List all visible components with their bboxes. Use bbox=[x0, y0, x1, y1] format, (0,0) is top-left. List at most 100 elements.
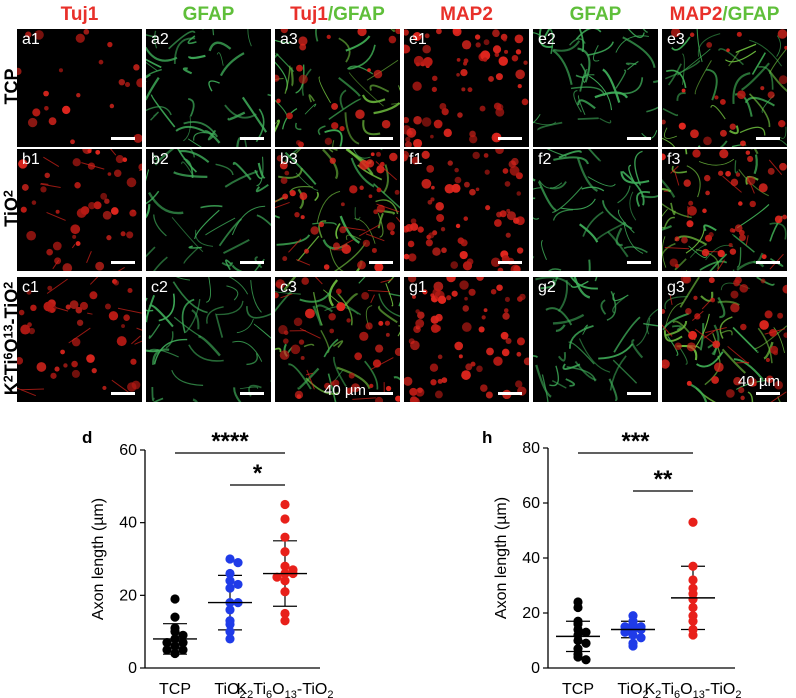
x-tick-label: K2Ti6O13-TiO2 bbox=[645, 681, 742, 698]
micrograph-e2: e2 bbox=[533, 29, 658, 147]
data-point bbox=[225, 568, 235, 579]
data-point bbox=[688, 630, 698, 640]
header-tuj1: Tuj1 bbox=[60, 4, 99, 25]
chart-d: 0 20 40 60 Axon length (µm) TCP TiO2K2Ti6O13-T… bbox=[90, 428, 334, 698]
micrograph-g2: g2 bbox=[533, 277, 658, 402]
scale-bar bbox=[240, 261, 264, 264]
micrograph-b3: b3 bbox=[275, 149, 400, 271]
stain-texture bbox=[404, 29, 529, 147]
data-point bbox=[233, 558, 243, 568]
data-point bbox=[178, 637, 188, 648]
panel-id-e2: e2 bbox=[538, 31, 556, 48]
scale-bar bbox=[756, 392, 780, 395]
scale-bar bbox=[498, 392, 522, 395]
panel-id-c3: c3 bbox=[280, 279, 297, 296]
stain-texture bbox=[146, 149, 271, 271]
stain-texture bbox=[533, 149, 658, 271]
micrograph-b2: b2 bbox=[146, 149, 271, 271]
scale-bar bbox=[369, 392, 393, 395]
micrograph-c1: c1 bbox=[17, 277, 142, 402]
panel-id-a2: a2 bbox=[151, 31, 169, 48]
header-tuj1-gfap: Tuj1/GFAP bbox=[290, 4, 385, 25]
significance-label: ** bbox=[654, 466, 673, 493]
scale-bar bbox=[369, 261, 393, 264]
data-point bbox=[573, 635, 583, 646]
data-point bbox=[688, 616, 698, 626]
panel-id-a1: a1 bbox=[22, 31, 40, 48]
stain-texture bbox=[17, 277, 142, 397]
data-point bbox=[628, 630, 638, 640]
data-point bbox=[225, 583, 235, 593]
micrograph-a2: a2 bbox=[146, 29, 271, 147]
data-point bbox=[225, 627, 235, 637]
data-point bbox=[280, 608, 290, 619]
stain-texture bbox=[146, 29, 271, 147]
data-point bbox=[573, 602, 583, 613]
scale-bar bbox=[240, 392, 264, 395]
panel-id-b3: b3 bbox=[280, 151, 298, 168]
x-tick-label: TiO2 bbox=[214, 681, 245, 698]
data-point bbox=[225, 619, 235, 629]
significance-label: *** bbox=[621, 428, 650, 455]
stain-texture bbox=[662, 29, 787, 147]
stain-texture bbox=[18, 149, 142, 271]
y-axis-label: Axon length (µm) bbox=[90, 498, 107, 620]
data-point bbox=[280, 499, 290, 510]
micrograph-g1: g1 bbox=[404, 277, 529, 402]
data-point bbox=[178, 630, 188, 640]
stain-texture bbox=[533, 277, 658, 402]
panel-id-b1: b1 bbox=[22, 151, 40, 168]
data-point bbox=[280, 587, 290, 597]
data-point bbox=[628, 641, 638, 651]
micrograph-f3: f3 bbox=[662, 149, 787, 271]
stain-texture bbox=[404, 277, 529, 402]
data-point bbox=[280, 532, 290, 542]
micrograph-f1: f1 bbox=[404, 149, 529, 271]
micrograph-a3: a3 bbox=[275, 29, 400, 147]
scale-bar bbox=[240, 137, 264, 140]
panel-id-f2: f2 bbox=[538, 151, 552, 168]
data-point bbox=[581, 655, 591, 665]
data-point bbox=[581, 627, 591, 637]
stain-texture bbox=[146, 277, 271, 402]
chart-h: 0 20 40 60 80 Axon length (µm) TCP TiO2K2Ti6O13… bbox=[493, 428, 742, 698]
scale-bar bbox=[111, 137, 135, 140]
data-point bbox=[688, 575, 698, 585]
panel-id-e3: e3 bbox=[667, 31, 685, 48]
scale-bar bbox=[369, 137, 393, 140]
panel-id-c2: c2 bbox=[151, 279, 168, 296]
data-point bbox=[573, 652, 583, 662]
stain-texture bbox=[275, 29, 400, 147]
x-tick-label: K2Ti6O13-TiO2 bbox=[237, 681, 334, 698]
y-tick-label: 80 bbox=[522, 440, 540, 457]
data-point bbox=[225, 634, 235, 644]
header-map2: MAP2 bbox=[440, 4, 493, 25]
panel-id-f3: f3 bbox=[667, 151, 681, 168]
micrograph-g3: g3 40 µm bbox=[662, 277, 787, 402]
data-point bbox=[225, 605, 235, 615]
scale-bar bbox=[111, 261, 135, 264]
data-point bbox=[162, 637, 172, 648]
data-point bbox=[688, 517, 698, 527]
scale-bar bbox=[627, 261, 651, 264]
y-tick-label: 40 bbox=[522, 550, 540, 567]
micrograph-f2: f2 bbox=[533, 149, 658, 271]
micrograph-e1: e1 bbox=[404, 29, 529, 147]
panel-letter-d: d bbox=[82, 428, 93, 447]
data-point bbox=[688, 561, 698, 571]
stain-texture bbox=[404, 149, 525, 271]
panel-id-g1: g1 bbox=[409, 279, 427, 296]
data-point bbox=[280, 547, 290, 557]
y-tick-label: 20 bbox=[522, 605, 540, 622]
scale-bar bbox=[756, 261, 780, 264]
y-tick-label: 0 bbox=[531, 660, 540, 677]
data-point bbox=[170, 612, 180, 622]
micrograph-c2: c2 bbox=[146, 277, 271, 402]
data-point bbox=[170, 594, 180, 604]
header-gfap-a: GFAP bbox=[182, 4, 235, 25]
micrograph-b1: b1 bbox=[17, 149, 142, 271]
panel-id-e1: e1 bbox=[409, 31, 427, 48]
x-tick-label: TCP bbox=[562, 681, 594, 698]
micrograph-a1: a1 bbox=[17, 29, 142, 147]
